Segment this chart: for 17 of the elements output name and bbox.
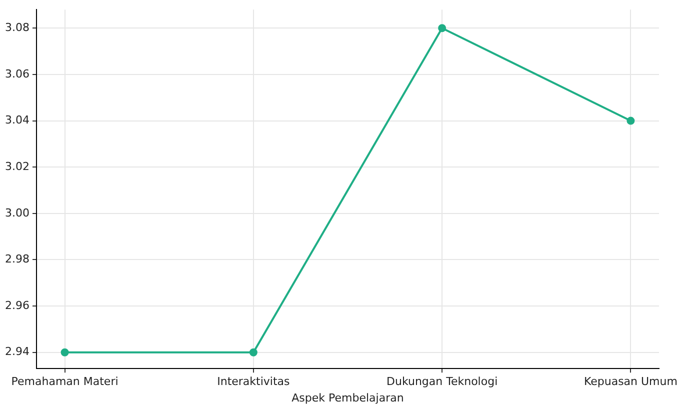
y-tick-label: 3.08 [4,20,30,34]
y-tick-label: 3.02 [4,160,30,173]
x-tick-label: Interaktivitas [217,375,290,388]
x-tick-label: Kepuasan Umum [584,375,678,388]
point [438,24,446,32]
x-tick-label: Dukungan Teknologi [386,375,498,388]
y-tick-label: 2.96 [4,298,30,312]
point [626,116,635,125]
y-tick-label: 3.00 [4,206,30,220]
y-tick-label: 3.04 [4,114,30,127]
y-tick-label: 2.94 [4,345,30,358]
point [60,348,69,356]
x-axis-title: Aspek Pembelajaran [292,391,404,404]
x-tick-label: Pemahaman Materi [11,375,118,388]
point [249,348,258,356]
y-tick-label: 2.98 [4,252,30,266]
y-tick-label: 3.06 [4,67,30,80]
